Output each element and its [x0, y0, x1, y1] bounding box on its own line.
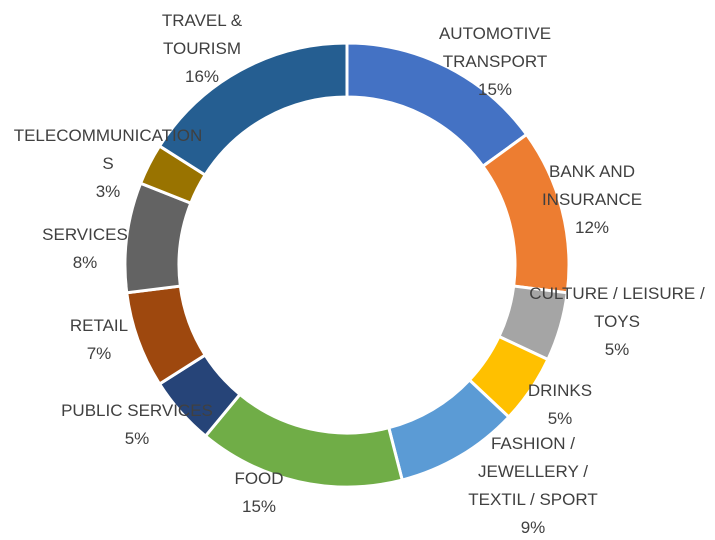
category-label: PUBLIC SERVICES — [61, 401, 213, 420]
data-label: FASHION / JEWELLERY / TEXTIL / SPORT 9% — [453, 430, 613, 540]
value-label: 8% — [72, 253, 98, 272]
category-label: TRAVEL & TOURISM — [161, 11, 243, 58]
value-label: 5% — [547, 409, 573, 428]
data-label: BANK AND INSURANCE 12% — [532, 158, 652, 242]
value-label: 3% — [95, 182, 121, 201]
data-label: TRAVEL & TOURISM 16% — [147, 7, 257, 91]
category-label: RETAIL — [69, 316, 129, 335]
data-label: RETAIL 7% — [39, 312, 159, 368]
category-label: SERVICES — [42, 225, 128, 244]
category-label: DRINKS — [527, 381, 593, 400]
data-label: PUBLIC SERVICES 5% — [47, 397, 227, 453]
data-label: SERVICES 8% — [25, 221, 145, 277]
value-label: 16% — [184, 67, 220, 86]
data-label: CULTURE / LEISURE / TOYS 5% — [517, 280, 715, 364]
category-label: BANK AND INSURANCE — [541, 162, 643, 209]
category-label: AUTOMOTIVE TRANSPORT — [438, 24, 552, 71]
donut-slice — [157, 41, 349, 178]
category-label: CULTURE / LEISURE / TOYS — [529, 284, 705, 331]
value-label: 9% — [520, 518, 546, 537]
value-label: 15% — [477, 80, 513, 99]
data-label: TELECOMMUNICATIONS 3% — [13, 122, 203, 206]
value-label: 5% — [604, 340, 630, 359]
category-label: FOOD — [234, 469, 284, 488]
value-label: 7% — [86, 344, 112, 363]
value-label: 5% — [124, 429, 150, 448]
data-label: AUTOMOTIVE TRANSPORT 15% — [420, 20, 570, 104]
data-label: DRINKS 5% — [500, 377, 620, 433]
category-label: FASHION / JEWELLERY / TEXTIL / SPORT — [468, 434, 598, 509]
category-label: TELECOMMUNICATIONS — [13, 126, 203, 173]
value-label: 12% — [574, 218, 610, 237]
value-label: 15% — [241, 497, 277, 516]
data-label: FOOD 15% — [199, 465, 319, 521]
